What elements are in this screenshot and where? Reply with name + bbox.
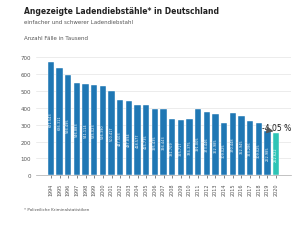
Text: 362.985: 362.985: [214, 138, 218, 152]
Text: 334.375: 334.375: [188, 140, 191, 155]
Bar: [186, 119, 193, 176]
Text: 395.435: 395.435: [153, 135, 157, 150]
Text: 352.945: 352.945: [239, 139, 244, 153]
Bar: [134, 105, 141, 176]
Bar: [65, 76, 71, 176]
Bar: [82, 85, 89, 176]
Bar: [108, 91, 115, 176]
Bar: [221, 124, 227, 176]
Bar: [126, 102, 132, 176]
Text: 415.735: 415.735: [144, 133, 148, 148]
Text: 500.417: 500.417: [110, 126, 113, 141]
Text: 546.883: 546.883: [75, 122, 79, 137]
Text: 541.114: 541.114: [83, 123, 88, 137]
Text: 325.717: 325.717: [179, 141, 183, 155]
Bar: [264, 131, 271, 176]
Bar: [178, 121, 184, 176]
Text: einfacher und schwerer Ladendiebstahl: einfacher und schwerer Ladendiebstahl: [24, 20, 133, 25]
Bar: [169, 120, 175, 176]
Text: 309.025: 309.025: [222, 142, 226, 157]
Text: 535.023: 535.023: [92, 123, 96, 138]
Text: 447.503: 447.503: [118, 131, 122, 145]
Bar: [238, 116, 245, 176]
Bar: [160, 109, 167, 176]
Bar: [212, 115, 219, 176]
Text: 252.622: 252.622: [274, 147, 278, 162]
Text: 373.446: 373.446: [205, 137, 209, 151]
Text: Anzahl Fälle in Tausend: Anzahl Fälle in Tausend: [24, 36, 88, 41]
Text: 370.448: 370.448: [231, 137, 235, 152]
Bar: [56, 69, 63, 176]
Bar: [117, 100, 123, 176]
Text: * Polizeiliche Kriminalstatistiken: * Polizeiliche Kriminalstatistiken: [24, 207, 89, 211]
Bar: [273, 133, 279, 176]
Text: 262.985: 262.985: [266, 146, 269, 161]
Bar: [152, 109, 158, 176]
Text: 331.709: 331.709: [170, 140, 174, 155]
Text: -4,05 %: -4,05 %: [262, 124, 291, 133]
Text: 636.311: 636.311: [58, 115, 62, 129]
Text: 594.495: 594.495: [66, 118, 70, 133]
Text: 394.443: 394.443: [161, 135, 166, 150]
Text: 323.286: 323.286: [248, 141, 252, 156]
Text: 309.025: 309.025: [257, 142, 261, 157]
Bar: [204, 113, 210, 176]
Bar: [195, 110, 201, 176]
Text: 526.390: 526.390: [101, 124, 105, 139]
Text: 437.894: 437.894: [127, 131, 131, 146]
Bar: [91, 86, 98, 176]
Text: 671.543: 671.543: [49, 112, 53, 126]
Bar: [256, 124, 262, 176]
Bar: [143, 106, 149, 176]
Text: Angezeigte Ladendiebstähle* in Deutschland: Angezeigte Ladendiebstähle* in Deutschla…: [24, 7, 219, 16]
Bar: [74, 84, 80, 176]
Text: 418.577: 418.577: [136, 133, 140, 148]
Bar: [100, 87, 106, 176]
Bar: [247, 121, 253, 176]
Bar: [230, 113, 236, 176]
Text: 391.005: 391.005: [196, 135, 200, 150]
Bar: [48, 63, 54, 176]
